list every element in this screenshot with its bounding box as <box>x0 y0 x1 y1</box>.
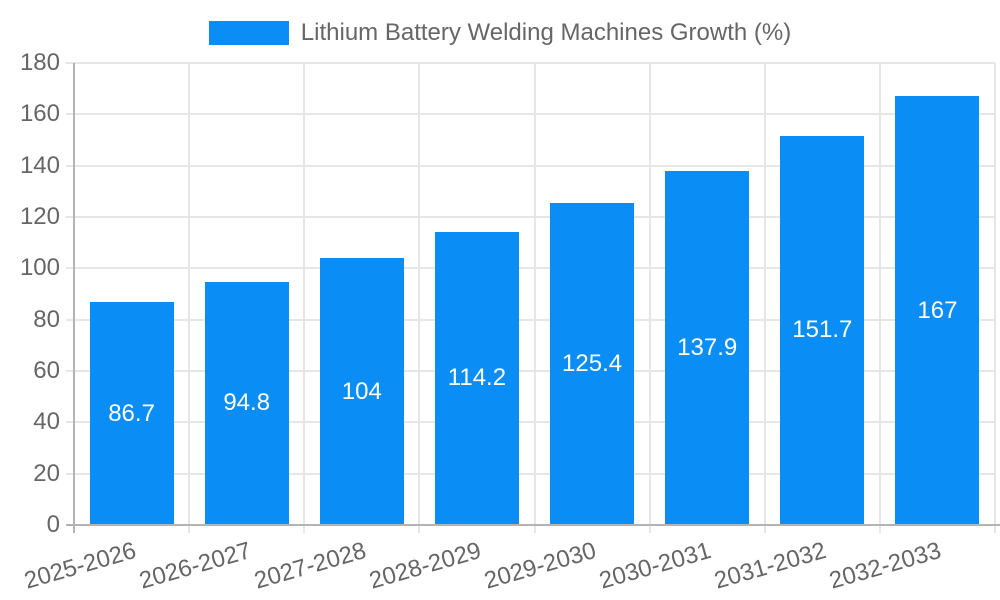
bar-value-label: 94.8 <box>223 389 271 417</box>
bar[interactable]: 114.2 <box>434 231 519 525</box>
y-axis-line <box>73 63 75 533</box>
bar-value-label: 167 <box>917 296 958 324</box>
y-axis-tick-label: 40 <box>33 408 60 436</box>
y-axis-tick-label: 160 <box>19 100 60 128</box>
gridline-vertical <box>418 63 421 533</box>
bar[interactable]: 151.7 <box>780 135 865 525</box>
x-axis-line <box>66 524 1000 526</box>
y-axis-tick-label: 180 <box>19 49 60 76</box>
bar[interactable]: 167 <box>895 96 980 525</box>
gridline-vertical <box>878 63 881 533</box>
gridline-horizontal <box>66 318 995 321</box>
bar[interactable]: 86.7 <box>89 302 174 525</box>
gridline-vertical <box>188 63 191 533</box>
bar-value-label: 104 <box>341 377 382 405</box>
bar-value-label: 86.7 <box>108 399 155 427</box>
legend-swatch[interactable] <box>208 21 289 45</box>
gridline-vertical <box>994 63 996 533</box>
y-axis-tick-label: 20 <box>33 459 60 487</box>
gridline-horizontal <box>66 113 995 116</box>
gridline-vertical <box>303 63 306 533</box>
gridline-vertical <box>648 63 651 533</box>
y-axis-tick-label: 0 <box>46 511 60 538</box>
gridline-vertical <box>533 63 536 533</box>
gridline-horizontal <box>66 62 995 64</box>
gridline-horizontal <box>66 164 995 167</box>
bar[interactable]: 104 <box>319 258 404 525</box>
bar-value-label: 125.4 <box>562 350 623 378</box>
y-axis-tick-label: 60 <box>33 357 60 384</box>
bar[interactable]: 125.4 <box>550 203 635 525</box>
gridline-horizontal <box>66 472 995 475</box>
legend[interactable]: Lithium Battery Welding Machines Growth … <box>0 14 1000 52</box>
gridline-horizontal <box>66 370 995 372</box>
y-axis-tick-label: 100 <box>19 254 60 282</box>
gridline-horizontal <box>66 216 995 218</box>
y-axis-tick-label: 80 <box>33 305 60 333</box>
bar[interactable]: 137.9 <box>665 171 750 525</box>
gridline-horizontal <box>66 267 995 270</box>
bar-value-label: 137.9 <box>677 334 738 362</box>
y-axis-tick-label: 140 <box>19 151 60 179</box>
gridline-horizontal <box>66 421 995 424</box>
bar-value-label: 114.2 <box>447 364 507 392</box>
legend-label[interactable]: Lithium Battery Welding Machines Growth … <box>300 19 792 46</box>
gridline-vertical <box>763 63 766 533</box>
y-axis-tick-label: 120 <box>19 203 60 230</box>
bar-value-label: 151.7 <box>792 316 853 344</box>
bar[interactable]: 94.8 <box>204 281 289 525</box>
